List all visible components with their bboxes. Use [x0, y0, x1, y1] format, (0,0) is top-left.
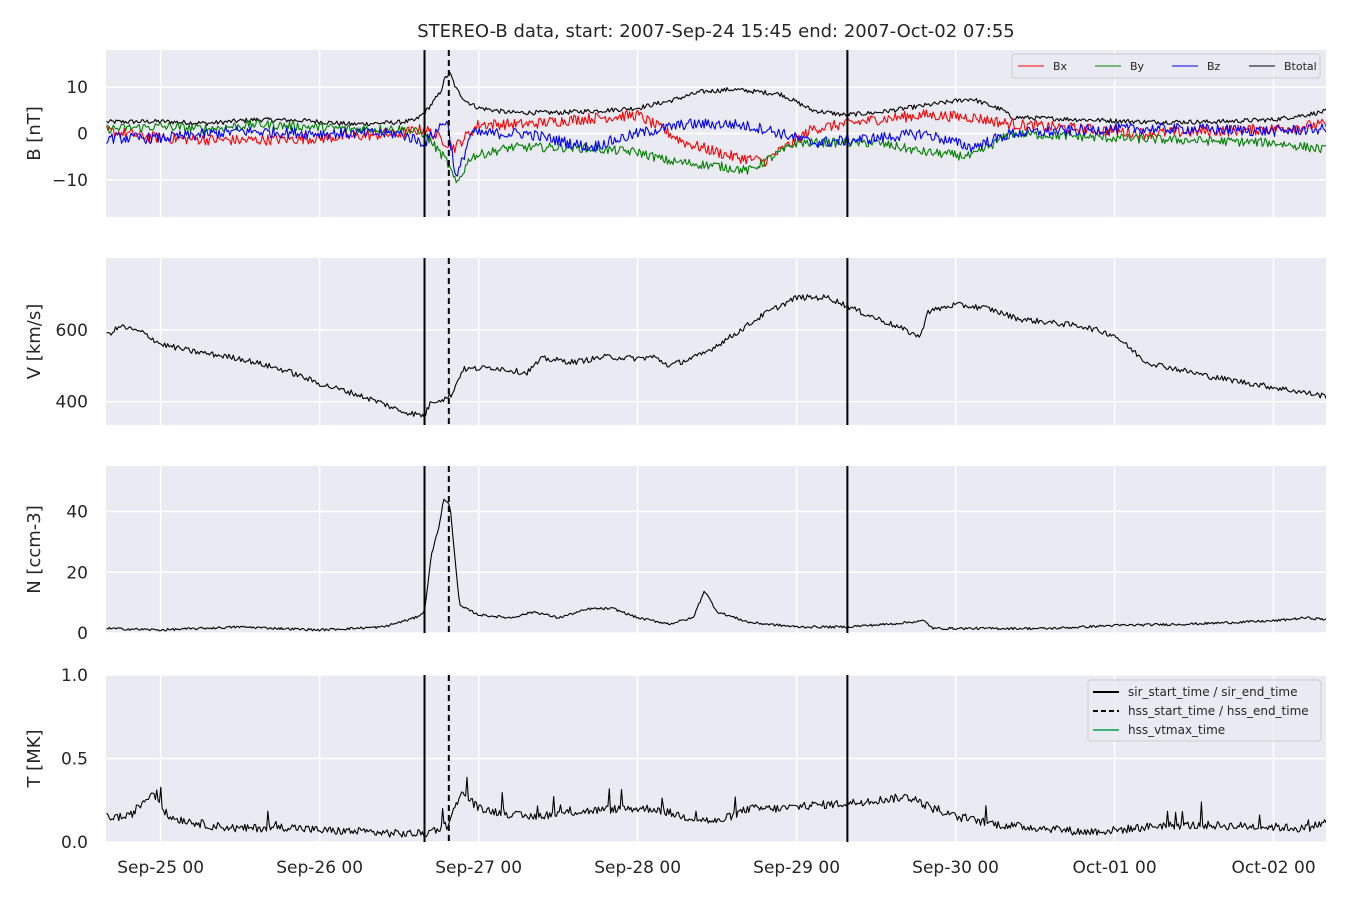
legend-label: Bz — [1207, 60, 1221, 73]
x-tick-label: Oct-02 00 — [1231, 858, 1315, 878]
plot-area — [106, 258, 1326, 425]
x-tick-label: Sep-25 00 — [117, 858, 204, 878]
y-tick-label: 0 — [77, 624, 88, 644]
series-by — [106, 119, 1326, 184]
y-tick-label: 20 — [66, 563, 88, 583]
legend-b: Bx By Bz Btotal — [1011, 53, 1321, 79]
series-n — [106, 498, 1326, 632]
y-axis-label: V [km/s] — [24, 304, 45, 379]
x-tick-label: Oct-01 00 — [1072, 858, 1156, 878]
chart-title: STEREO-B data, start: 2007-Sep-24 15:45 … — [417, 21, 1015, 42]
y-tick-label: 1.0 — [61, 666, 88, 686]
legend-label: hss_start_time / hss_end_time — [1128, 704, 1309, 718]
legend-label: Btotal — [1284, 60, 1317, 73]
plot-area — [106, 466, 1326, 633]
x-tick-label: Sep-26 00 — [276, 858, 363, 878]
y-axis-label: N [ccm-3] — [24, 505, 45, 594]
legend-t: sir_start_time / sir_end_time hss_start_t… — [1087, 679, 1322, 742]
panel-v: 400 600 V [km/s] — [24, 258, 1326, 425]
y-tick-label: −10 — [52, 171, 88, 191]
x-tick-label: Sep-28 00 — [594, 858, 681, 878]
panel-b: −10 0 10 B [nT] Bx By Bz Btotal — [24, 50, 1326, 217]
series-v — [106, 294, 1326, 419]
legend-label: Bx — [1053, 60, 1068, 73]
panel-n: 0 20 40 N [ccm-3] — [24, 466, 1326, 644]
series-btotal — [106, 71, 1326, 127]
y-tick-label: 0.5 — [61, 750, 88, 770]
x-tick-label: Sep-30 00 — [912, 858, 999, 878]
x-tick-label: Sep-27 00 — [435, 858, 522, 878]
y-tick-label: 0 — [77, 125, 88, 145]
x-tick-label: Sep-29 00 — [753, 858, 840, 878]
series-bx — [106, 109, 1326, 168]
legend-label: By — [1130, 60, 1145, 73]
legend-label: hss_vtmax_time — [1128, 723, 1225, 737]
y-axis-label: B [nT] — [24, 106, 45, 161]
legend-label: sir_start_time / sir_end_time — [1128, 685, 1298, 699]
y-tick-label: 40 — [66, 503, 88, 523]
y-axis-label: T [MK] — [24, 729, 45, 788]
series-t — [106, 776, 1326, 838]
y-tick-label: 0.0 — [61, 833, 88, 853]
y-tick-label: 10 — [66, 78, 88, 98]
y-tick-label: 600 — [56, 321, 88, 341]
y-tick-label: 400 — [56, 393, 88, 413]
series-bz — [106, 118, 1326, 177]
panel-t: 0.0 0.5 1.0 T [MK] sir_start_time / sir_end_… — [24, 666, 1326, 853]
